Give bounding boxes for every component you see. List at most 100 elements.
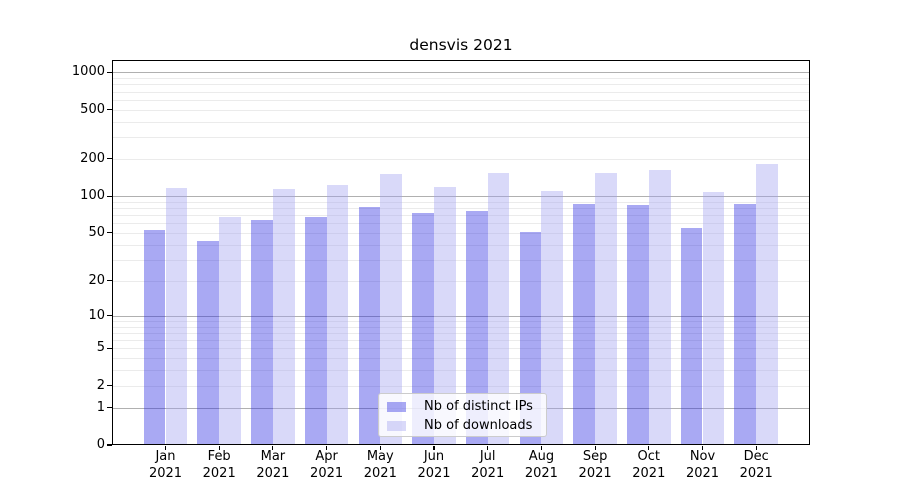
bar-distinct-ips-mar: [251, 219, 273, 445]
x-tick-label-jun: Jun 2021: [417, 449, 451, 481]
x-tick-label-sep: Sep 2021: [578, 449, 612, 481]
bar-downloads-feb: [219, 216, 241, 445]
bar-downloads-oct: [648, 169, 671, 445]
x-tick-mark: [164, 445, 167, 450]
gridline-minor: [113, 158, 809, 160]
bar-distinct-ips-jun: [412, 212, 434, 445]
gridline-minor: [113, 208, 809, 209]
x-tick-label-aug: Aug 2021: [524, 449, 558, 481]
bar-downloads-jun: [434, 187, 456, 445]
bar-distinct-ips-oct: [627, 205, 649, 445]
gridline-minor: [113, 385, 809, 387]
gridline-minor: [113, 332, 809, 334]
x-tick-mark: [701, 445, 704, 450]
y-tick-label: 1000: [71, 64, 105, 80]
y-tick-mark: [107, 347, 112, 349]
x-tick-mark: [648, 445, 650, 450]
x-tick-mark: [755, 445, 757, 450]
y-tick-label: 20: [88, 272, 105, 288]
gridline-major: [113, 315, 809, 317]
x-tick-label-nov: Nov 2021: [685, 449, 720, 481]
y-tick-mark: [107, 71, 112, 73]
y-tick-mark: [107, 444, 112, 446]
gridline-minor: [113, 121, 809, 123]
gridline-minor: [113, 340, 809, 341]
x-tick-label-jan: Jan 2021: [148, 449, 183, 481]
bar-distinct-ips-aug: [519, 231, 542, 445]
bar-distinct-ips-sep: [573, 203, 596, 445]
x-tick-label-dec: Dec 2021: [739, 449, 773, 481]
y-tick-label: 10: [88, 307, 105, 323]
x-tick-label-mar: Mar 2021: [256, 449, 290, 481]
gridline-minor: [113, 259, 809, 261]
y-tick-label: 200: [80, 150, 105, 166]
y-tick-label: 2: [96, 377, 105, 393]
x-tick-mark: [594, 445, 596, 450]
gridline-minor: [113, 223, 809, 225]
y-tick-label: 100: [80, 188, 105, 204]
y-tick-mark: [107, 407, 112, 409]
gridline-minor: [113, 215, 809, 217]
legend-label-downloads: Nb of downloads: [424, 418, 533, 433]
y-tick-label: 1: [96, 399, 105, 415]
y-tick-mark: [107, 158, 112, 160]
x-tick-mark: [379, 445, 381, 450]
x-tick-mark: [218, 445, 220, 450]
gridline-minor: [113, 244, 809, 246]
bar-downloads-sep: [595, 172, 617, 445]
legend-swatch-distinct-ips: [387, 401, 406, 412]
x-tick-mark: [272, 445, 274, 450]
gridline-major: [113, 196, 809, 198]
gridline-minor: [113, 358, 809, 360]
x-tick-mark: [326, 445, 328, 450]
y-tick-mark: [107, 195, 112, 197]
legend-label-distinct-ips: Nb of distinct IPs: [424, 399, 533, 414]
y-tick-mark: [107, 109, 112, 111]
x-tick-mark: [487, 445, 489, 450]
bar-downloads-jan: [165, 187, 188, 445]
bar-distinct-ips-dec: [734, 204, 757, 445]
y-tick-mark: [107, 232, 112, 234]
legend-item-downloads: Nb of downloads: [379, 416, 546, 435]
legend-swatch-downloads: [387, 420, 406, 431]
bar-distinct-ips-nov: [680, 227, 703, 445]
x-tick-label-oct: Oct 2021: [632, 449, 666, 481]
y-tick-label: 0: [96, 437, 105, 452]
gridline-minor: [113, 91, 809, 93]
x-tick-label-jul: Jul 2021: [471, 449, 505, 481]
gridline-minor: [113, 99, 809, 101]
legend-item-distinct-ips: Nb of distinct IPs: [379, 397, 546, 416]
x-tick-mark: [433, 445, 435, 450]
x-tick-label-may: May 2021: [363, 449, 397, 481]
legend-box: Nb of distinct IPs Nb of downloads: [378, 393, 547, 437]
gridline-minor: [113, 370, 809, 372]
gridline-minor: [113, 109, 809, 111]
gridline-minor: [113, 137, 809, 139]
y-tick-mark: [107, 280, 112, 282]
bar-distinct-ips-feb: [197, 240, 220, 445]
bar-distinct-ips-apr: [304, 217, 327, 445]
gridline-minor: [113, 320, 809, 322]
gridline-minor: [113, 326, 809, 328]
bar-downloads-aug: [541, 190, 564, 445]
chart-title: densvis 2021: [409, 36, 513, 54]
x-tick-mark: [540, 445, 542, 450]
bar-downloads-dec: [756, 164, 778, 445]
bar-distinct-ips-jan: [143, 229, 166, 445]
gridline-minor: [113, 348, 809, 350]
y-tick-mark: [107, 385, 112, 387]
gridline-minor: [113, 78, 809, 79]
gridline-minor: [113, 232, 809, 234]
x-tick-label-apr: Apr 2021: [310, 449, 344, 481]
gridline-minor: [113, 84, 809, 86]
bar-distinct-ips-may: [358, 207, 381, 445]
bar-downloads-nov: [702, 192, 725, 445]
y-tick-label: 50: [88, 224, 105, 240]
y-tick-mark: [107, 315, 112, 317]
x-tick-label-feb: Feb 2021: [202, 449, 236, 481]
bar-distinct-ips-jul: [465, 210, 488, 445]
bar-downloads-may: [380, 174, 403, 445]
y-tick-label: 500: [80, 101, 105, 117]
bar-downloads-apr: [326, 184, 349, 445]
